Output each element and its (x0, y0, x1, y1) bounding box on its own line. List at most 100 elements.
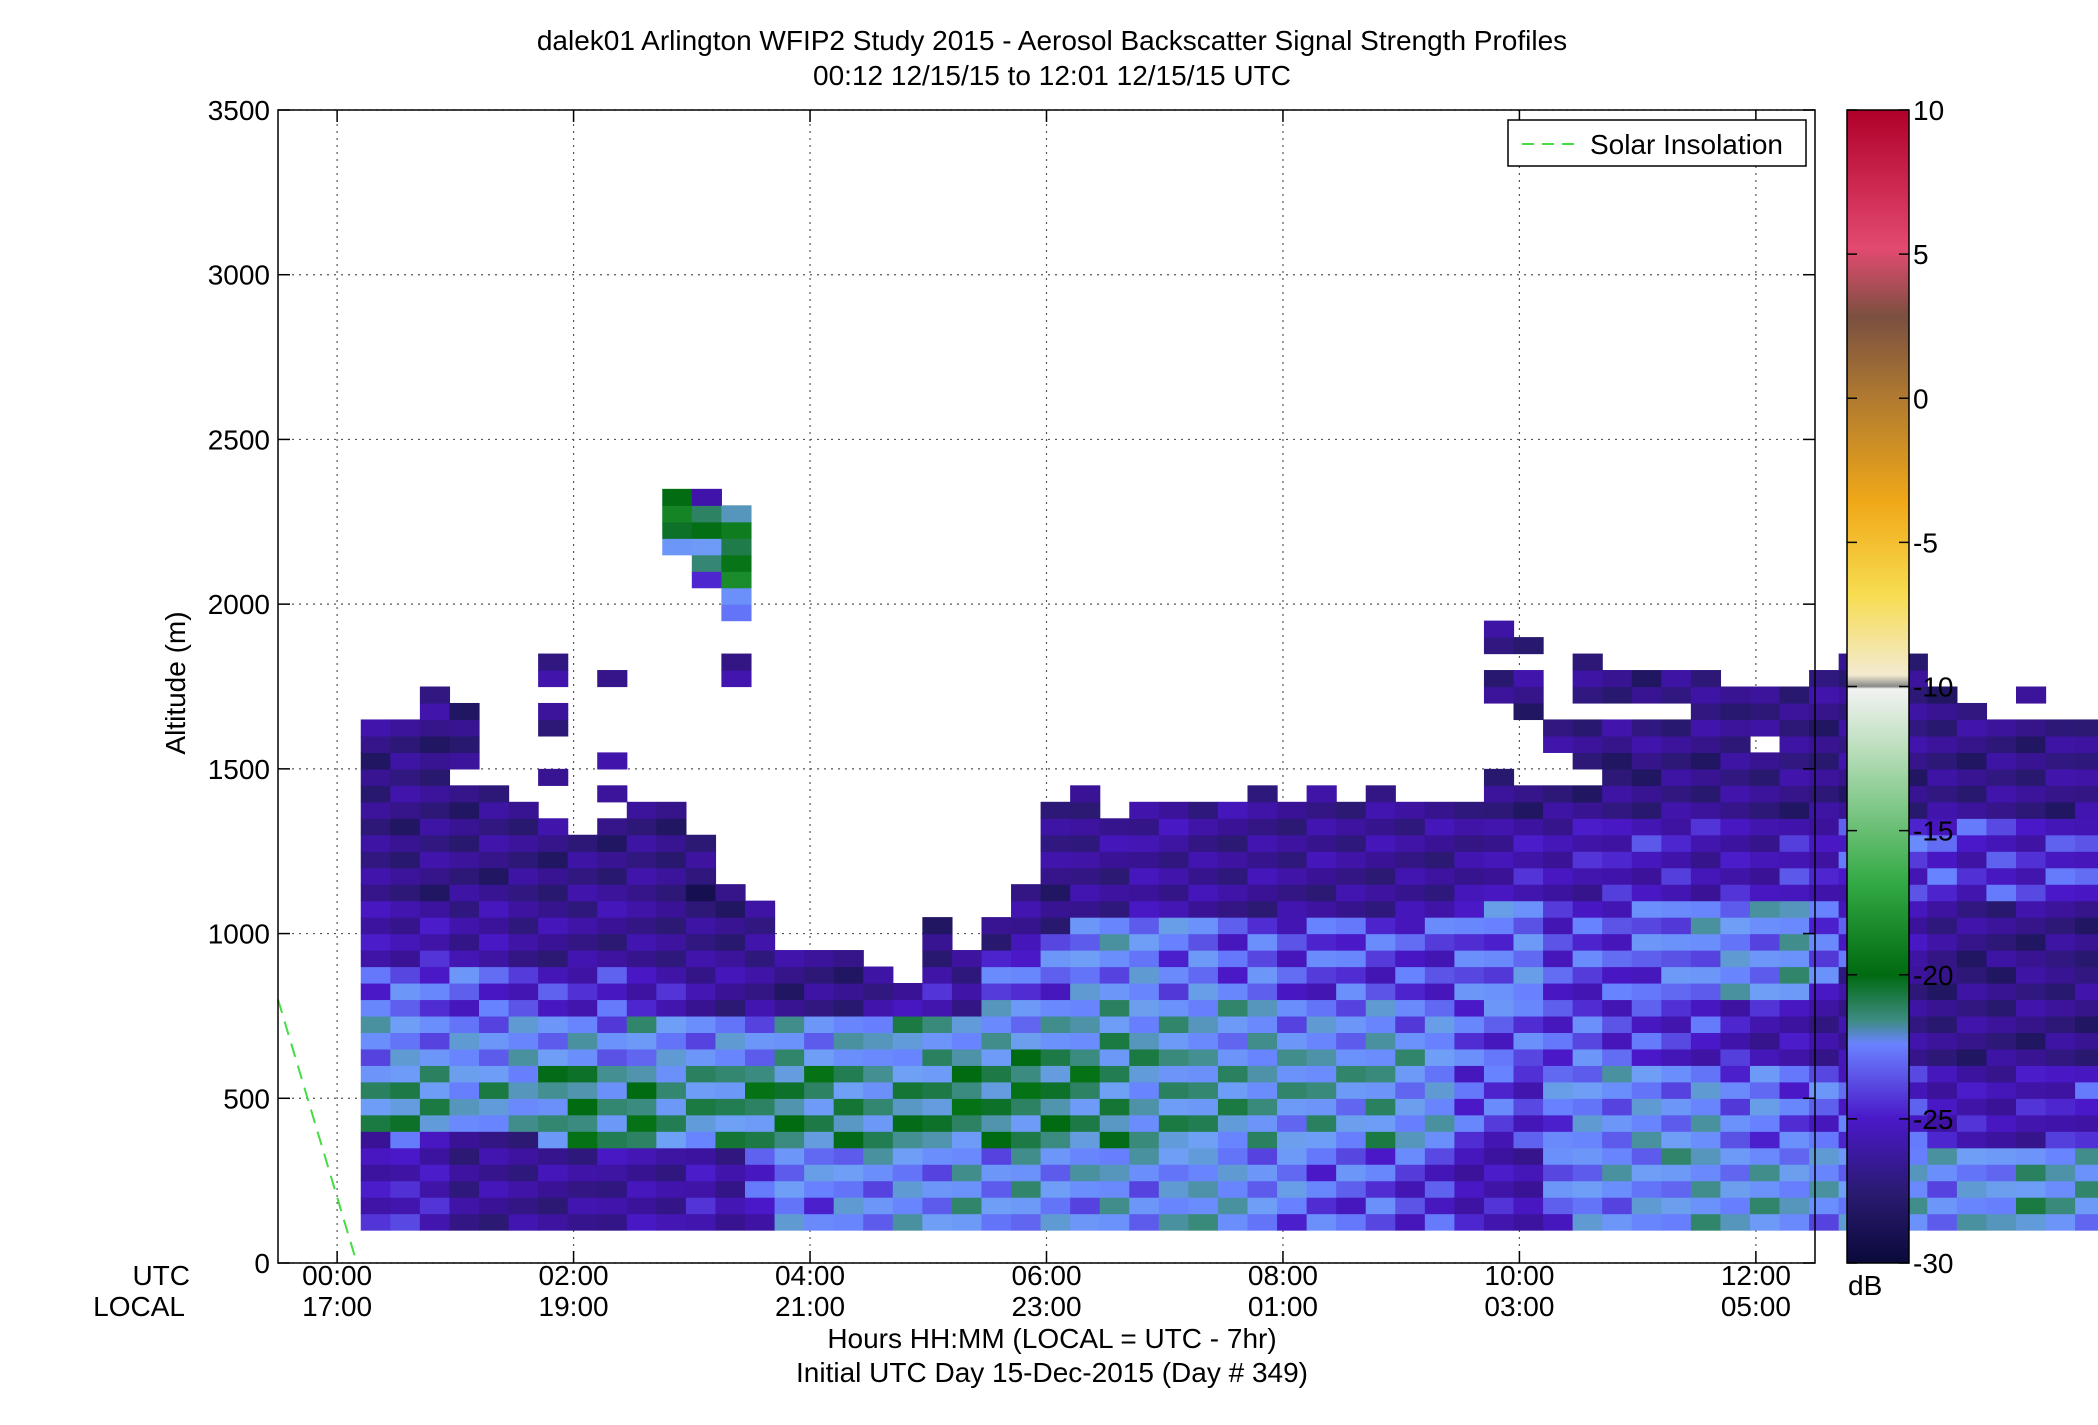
heatmap-cell (1158, 801, 1189, 819)
heatmap-cell (1927, 1048, 1958, 1066)
heatmap-cell (1986, 1098, 2017, 1116)
heatmap-cell (1247, 1114, 1278, 1132)
heatmap-cell (951, 1048, 983, 1066)
aloft-cell (721, 521, 752, 539)
heatmap-cell (1779, 834, 1810, 852)
heatmap-cell (1040, 950, 1071, 968)
heatmap-cell (1602, 1065, 1633, 1083)
heatmap-cell (567, 834, 598, 852)
heatmap-cell (360, 1081, 391, 1099)
heatmap-cell (981, 1081, 1012, 1099)
heatmap-cell (419, 768, 451, 786)
heatmap-cell (1336, 1032, 1367, 1050)
heatmap-cell (1247, 851, 1278, 869)
heatmap-cell (419, 1098, 451, 1116)
heatmap-cell (1188, 950, 1219, 968)
heatmap-cell (833, 1213, 864, 1231)
heatmap-cell (419, 867, 451, 885)
heatmap-cell (1306, 982, 1337, 1001)
x-tick-label-utc: 02:00 (539, 1260, 609, 1291)
heatmap-cell (1720, 900, 1751, 918)
heatmap-cell (1690, 1114, 1722, 1132)
x-axis-ticks: 00:0017:0002:0019:0004:0021:0006:0023:00… (302, 110, 1791, 1322)
heatmap-cell (1602, 950, 1633, 968)
heatmap-cell (1602, 884, 1633, 902)
heatmap-cell (1011, 1131, 1042, 1149)
heatmap-cell (1602, 1015, 1633, 1033)
heatmap-cell (1720, 768, 1751, 786)
heatmap-cell (2015, 1213, 2047, 1231)
heatmap-cell (1395, 1180, 1426, 1198)
aloft-cell (691, 538, 722, 556)
heatmap-cell (390, 982, 421, 1001)
heatmap-cell (774, 1048, 805, 1066)
heatmap-cell (1602, 1147, 1633, 1165)
heatmap-cell (1395, 933, 1426, 951)
heatmap-cell (1956, 785, 1988, 803)
heatmap-cell (478, 900, 510, 918)
heatmap-cell (449, 1131, 480, 1149)
heatmap-cell (1336, 1081, 1367, 1099)
heatmap-cell (1424, 818, 1455, 836)
heatmap-cell (715, 917, 746, 935)
heatmap-cell (449, 1032, 480, 1050)
heatmap-cell (833, 1180, 864, 1198)
heatmap-cell (1809, 1081, 1840, 1099)
heatmap-cell (922, 917, 953, 935)
heatmap-cell (1011, 1065, 1042, 1083)
heatmap-cell (360, 917, 391, 935)
heatmap-cell (863, 1180, 894, 1198)
heatmap-cell (1572, 1164, 1603, 1182)
heatmap-cell (892, 1213, 923, 1231)
heatmap-cell (1572, 884, 1603, 902)
heatmap-cell (833, 999, 864, 1017)
heatmap-cell (1424, 834, 1455, 852)
heatmap-cell (1602, 1098, 1633, 1116)
heatmap-cell (1277, 1081, 1308, 1099)
heatmap-cell (1986, 917, 2017, 935)
heatmap-cell (922, 1114, 953, 1132)
heatmap-cell (2045, 1032, 2076, 1050)
heatmap-cell (656, 1098, 687, 1116)
x-axis-label-secondary: Initial UTC Day 15-Dec-2015 (Day # 349) (796, 1357, 1308, 1388)
aloft-cell (721, 505, 752, 523)
heatmap-cell (1690, 900, 1722, 918)
heatmap-cell (981, 1197, 1012, 1215)
heatmap-cell (774, 999, 805, 1017)
heatmap-cell (2075, 933, 2098, 951)
heatmap-cell (1424, 1164, 1455, 1182)
heatmap-cell (360, 735, 391, 753)
heatmap-cell (1424, 933, 1455, 951)
heatmap-cell (1956, 950, 1988, 968)
heatmap-cell (1720, 818, 1751, 836)
heatmap-cell (1749, 867, 1781, 885)
heatmap-cell (1956, 982, 1988, 1001)
heatmap-cell (449, 818, 480, 836)
heatmap-cell (1158, 1098, 1189, 1116)
heatmap-cell (1720, 1048, 1751, 1066)
heatmap-cell (1543, 818, 1574, 836)
heatmap-cell (981, 950, 1012, 968)
heatmap-cell (1454, 917, 1485, 935)
heatmap-cell (449, 1048, 480, 1066)
heatmap-cell (390, 867, 421, 885)
heatmap-cell (1720, 999, 1751, 1017)
heatmap-cell (1040, 999, 1071, 1017)
heatmap-cell (804, 1081, 835, 1099)
heatmap-cell (774, 1147, 805, 1165)
heatmap-cell (804, 1197, 835, 1215)
heatmap-cell (1158, 1180, 1189, 1198)
heatmap-cell (1749, 818, 1781, 836)
heatmap-cell (1986, 1015, 2017, 1033)
heatmap-cell (1129, 1147, 1160, 1165)
heatmap-cell (1690, 966, 1722, 984)
heatmap-cell (2045, 1048, 2076, 1066)
heatmap-cell (1070, 1197, 1101, 1215)
heatmap-cell (1690, 933, 1722, 951)
heatmap-cell (1336, 1164, 1367, 1182)
heatmap-cell (1099, 1164, 1130, 1182)
heatmap-cell (1572, 1015, 1603, 1033)
heatmap-cell (1011, 999, 1042, 1017)
heatmap-cell (1602, 917, 1633, 935)
